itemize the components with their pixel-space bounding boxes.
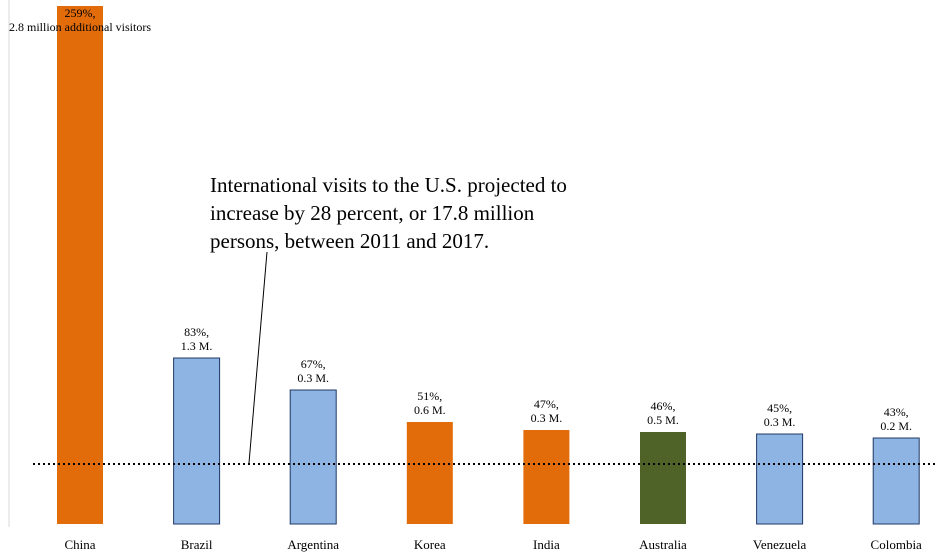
category-label: India bbox=[533, 537, 560, 552]
bar-argentina bbox=[289, 389, 337, 525]
category-label: Colombia bbox=[871, 537, 923, 552]
data-label: 2.8 million additional visitors bbox=[9, 20, 151, 34]
data-label: 83%, bbox=[184, 325, 209, 339]
data-label: 0.3 M. bbox=[297, 371, 329, 385]
data-label: 45%, bbox=[767, 401, 792, 415]
bar-brazil bbox=[173, 357, 221, 525]
data-label: 1.3 M. bbox=[181, 339, 213, 353]
category-label: China bbox=[64, 537, 95, 552]
bar-india bbox=[523, 430, 570, 524]
bar-venezuela bbox=[756, 433, 804, 525]
data-label: 46%, bbox=[651, 399, 676, 413]
data-label: 51%, bbox=[417, 389, 442, 403]
category-label: Australia bbox=[639, 537, 687, 552]
annotation-line: persons, between 2011 and 2017. bbox=[210, 229, 489, 253]
category-label: Argentina bbox=[287, 537, 339, 552]
annotation-line: International visits to the U.S. project… bbox=[210, 173, 567, 197]
data-labels-group: 259%,2.8 million additional visitors 83%,… bbox=[9, 6, 912, 433]
annotation-line: increase by 28 percent, or 17.8 million bbox=[210, 201, 535, 225]
category-label: Brazil bbox=[181, 537, 213, 552]
annotation-text: International visits to the U.S. project… bbox=[210, 173, 567, 253]
data-label: 47%, bbox=[534, 397, 559, 411]
data-label: 0.3 M. bbox=[531, 411, 563, 425]
category-label: Korea bbox=[414, 537, 446, 552]
data-label: 0.3 M. bbox=[764, 415, 796, 429]
bar-australia bbox=[640, 432, 686, 524]
data-label: 0.5 M. bbox=[647, 413, 679, 427]
data-label: 43%, bbox=[884, 405, 909, 419]
bars-group bbox=[57, 6, 920, 525]
bar-korea bbox=[406, 422, 453, 524]
data-label: 0.2 M. bbox=[880, 419, 912, 433]
bar-china bbox=[57, 6, 103, 524]
bar-colombia bbox=[872, 437, 920, 525]
data-label: 0.6 M. bbox=[414, 403, 446, 417]
annotation-leader-line bbox=[248, 251, 268, 464]
data-label: 259%, bbox=[65, 6, 96, 20]
data-label: 67%, bbox=[301, 357, 326, 371]
category-labels-group: China Brazil Argentina Korea India Australia V… bbox=[64, 537, 922, 552]
category-label: Venezuela bbox=[753, 537, 807, 552]
